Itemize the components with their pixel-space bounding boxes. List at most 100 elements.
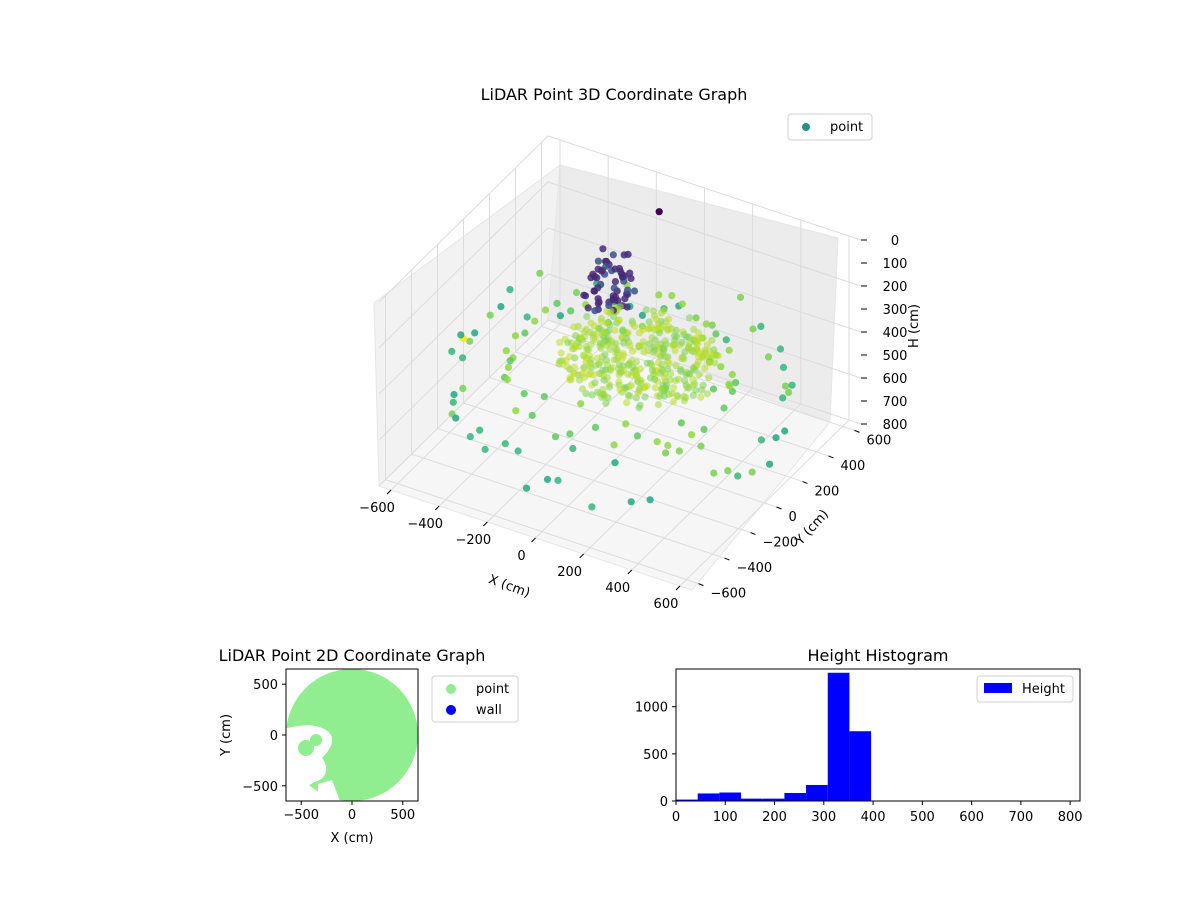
chart3d-point bbox=[651, 375, 659, 384]
chart3d-point bbox=[598, 327, 606, 335]
chart3d-point bbox=[781, 427, 789, 435]
chart2d-legend-label-wall: wall bbox=[476, 703, 502, 718]
chart3d-ytick bbox=[724, 557, 730, 561]
chart3d-point bbox=[621, 295, 629, 303]
chart3d-point bbox=[570, 363, 579, 371]
chart2d-legend: point wall bbox=[431, 675, 519, 723]
chart3d-point bbox=[645, 318, 653, 326]
chart3d-xtick-label: 400 bbox=[605, 581, 630, 596]
chart3d-point bbox=[685, 345, 693, 353]
chart3d-point bbox=[635, 387, 643, 395]
chart3d-point bbox=[543, 475, 552, 483]
chart3d-point bbox=[568, 345, 577, 353]
chart3d-point bbox=[638, 311, 647, 319]
chart2d-gap-hole bbox=[298, 740, 314, 756]
chart3d-point bbox=[572, 332, 580, 340]
chart3d-point bbox=[672, 362, 680, 370]
histogram-xtick-label: 300 bbox=[811, 810, 836, 825]
chart3d-point bbox=[486, 311, 494, 319]
chart3d-point bbox=[611, 278, 620, 286]
chart3d-point bbox=[648, 334, 656, 342]
chart3d-point bbox=[705, 374, 713, 382]
chart3d-point bbox=[677, 367, 685, 375]
histogram-xtick-label: 700 bbox=[1008, 810, 1033, 825]
chart3d-point bbox=[587, 319, 595, 327]
chart2d-legend-marker-wall bbox=[446, 705, 456, 715]
chart3d-grid-h bbox=[378, 227, 862, 395]
chart3d-ytick bbox=[776, 506, 782, 510]
chart3d-point bbox=[662, 449, 670, 457]
chart3d-point bbox=[594, 257, 603, 265]
chart3d-point bbox=[502, 347, 510, 355]
chart3d-point bbox=[497, 303, 505, 311]
chart3d-point bbox=[459, 384, 467, 392]
histogram-ticks: 0 100 200 300 400 500 600 700 800 0 500 1000 bbox=[635, 701, 1083, 825]
chart3d-point bbox=[678, 338, 686, 346]
chart3d-point bbox=[654, 358, 663, 367]
chart3d-point bbox=[689, 376, 697, 384]
histogram-bar bbox=[719, 792, 742, 801]
chart3d-ztick-label: 800 bbox=[883, 418, 908, 433]
chart3d-point bbox=[528, 411, 536, 419]
chart3d-point bbox=[615, 317, 623, 325]
chart3d-point bbox=[506, 357, 514, 365]
chart3d-point bbox=[602, 262, 610, 270]
chart3d-point bbox=[700, 425, 708, 433]
chart3d-point bbox=[540, 393, 548, 401]
chart3d-point bbox=[682, 370, 690, 378]
chart3d-point bbox=[650, 346, 659, 354]
chart2d-gap-notch bbox=[318, 780, 340, 801]
chart3d-point bbox=[627, 274, 635, 282]
chart3d-point bbox=[678, 300, 687, 308]
chart3d-ticks: −600−400−2000200400600−600−400−200020040… bbox=[359, 234, 907, 612]
chart3d-point bbox=[466, 433, 474, 441]
chart3d-ztick-label: 0 bbox=[891, 234, 899, 249]
chart3d-point bbox=[697, 393, 705, 401]
chart3d-point bbox=[639, 326, 647, 334]
chart3d-point bbox=[448, 347, 456, 355]
chart3d-point bbox=[578, 370, 586, 378]
chart3d-xtick bbox=[675, 585, 681, 591]
chart3d-point bbox=[672, 376, 680, 385]
chart3d-point bbox=[781, 382, 790, 390]
chart3d-point bbox=[566, 430, 574, 438]
chart3d-ztick-label: 400 bbox=[883, 326, 908, 341]
histogram-ytick-label: 500 bbox=[643, 748, 668, 763]
chart3d-point bbox=[476, 426, 484, 434]
chart3d-xtick bbox=[434, 505, 440, 511]
chart3d-point bbox=[561, 335, 569, 343]
chart3d-point bbox=[596, 390, 604, 398]
chart3d-point bbox=[626, 342, 634, 350]
chart3d-point bbox=[642, 306, 650, 314]
histogram-bar bbox=[741, 798, 763, 801]
histogram-xtick-label: 600 bbox=[959, 810, 984, 825]
chart3d-point bbox=[588, 391, 596, 399]
chart3d-point bbox=[609, 251, 617, 259]
chart3d-point bbox=[597, 339, 605, 347]
histogram-xtick-label: 500 bbox=[910, 810, 935, 825]
chart3d-point bbox=[580, 352, 588, 360]
chart3d-point bbox=[506, 286, 514, 294]
chart3d-point bbox=[680, 355, 688, 363]
chart3d-point bbox=[610, 356, 618, 364]
chart3d-ytick bbox=[854, 429, 860, 433]
chart3d-point bbox=[700, 351, 709, 359]
chart3d-point bbox=[732, 379, 740, 387]
chart3d-point bbox=[772, 434, 780, 442]
chart3d-point bbox=[788, 381, 796, 389]
chart3d-point bbox=[589, 270, 597, 278]
chart3d-point bbox=[559, 360, 567, 368]
chart3d-grid-y bbox=[437, 428, 751, 534]
chart3d-point bbox=[615, 371, 623, 379]
chart3d-point bbox=[655, 291, 663, 299]
chart3d-ytick-label: 200 bbox=[815, 484, 840, 499]
chart3d-point bbox=[779, 394, 787, 402]
chart3d-point bbox=[553, 299, 561, 307]
chart3d-point bbox=[452, 414, 460, 422]
chart3d-point bbox=[694, 340, 702, 348]
chart3d-grid-y bbox=[385, 479, 699, 585]
chart3d-point bbox=[664, 326, 672, 334]
histogram-xtick-label: 0 bbox=[672, 810, 680, 825]
chart3d-point bbox=[567, 307, 575, 315]
chart3d-ytick-label: 400 bbox=[841, 459, 866, 474]
